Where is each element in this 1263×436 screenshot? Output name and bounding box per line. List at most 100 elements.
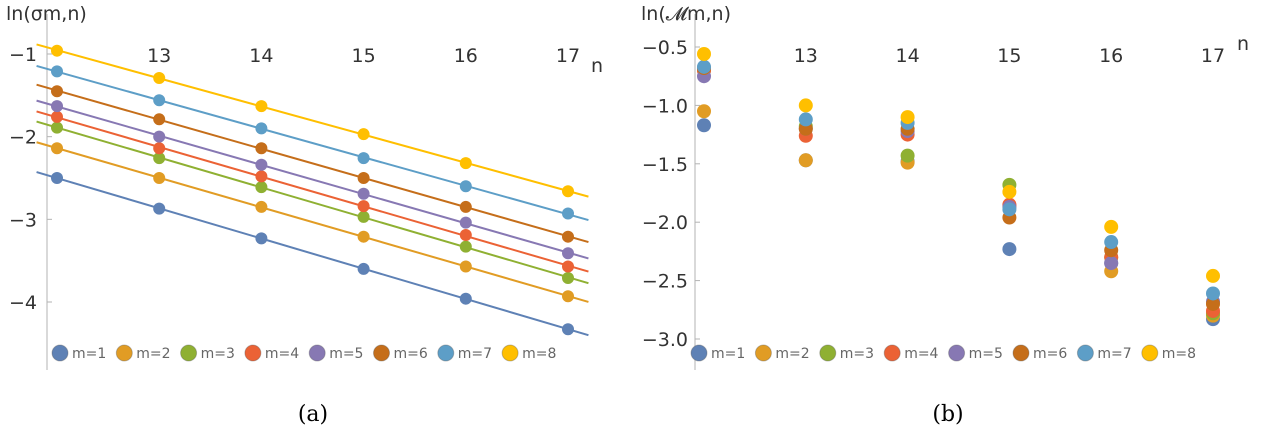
data-point: [798, 112, 813, 127]
data-point: [357, 172, 370, 184]
legend-label: m=1: [72, 346, 106, 362]
y-tick-label: −0.5: [642, 37, 688, 59]
x-axis-label: n: [591, 55, 603, 77]
legend-marker: [115, 344, 133, 362]
data-point: [459, 260, 472, 273]
data-point: [697, 47, 711, 62]
data-point: [1002, 202, 1017, 217]
data-point: [153, 130, 166, 143]
data-point: [1206, 296, 1220, 311]
legend-label: m=2: [775, 346, 809, 362]
data-point: [798, 98, 813, 113]
data-point: [153, 202, 166, 215]
legend-label: m=6: [394, 346, 428, 362]
legend-marker: [501, 344, 519, 362]
data-point: [51, 100, 63, 113]
data-point: [357, 187, 370, 200]
x-tick-label: 15: [997, 45, 1021, 67]
fit-line: [36, 43, 589, 198]
fit-line: [36, 171, 589, 337]
data-point: [255, 142, 268, 155]
data-point: [357, 200, 370, 213]
series-m=6: [36, 83, 589, 244]
x-tick-label: 17: [1201, 45, 1225, 67]
x-axis-label: n: [1237, 33, 1249, 55]
data-point: [459, 200, 472, 213]
data-point: [1104, 256, 1119, 271]
data-point: [562, 185, 574, 198]
data-point: [255, 181, 268, 194]
legend-marker: [819, 344, 837, 362]
legend-marker: [180, 344, 198, 362]
data-point: [51, 121, 63, 134]
data-point: [255, 232, 268, 245]
series-m=4: [697, 63, 1220, 318]
data-point: [562, 230, 574, 243]
y-tick-label: −2.5: [642, 271, 688, 293]
legend-label: m=4: [904, 346, 938, 362]
series-m=5: [36, 99, 589, 260]
data-point: [153, 172, 166, 184]
legend-marker: [308, 344, 326, 362]
data-point: [459, 180, 472, 193]
legend-label: m=1: [711, 346, 745, 362]
x-tick-label: 13: [794, 45, 818, 67]
fit-line: [36, 83, 589, 244]
series-m=1: [36, 171, 589, 337]
data-point: [51, 44, 63, 57]
data-point: [459, 216, 472, 229]
data-point: [357, 262, 370, 275]
data-point: [357, 152, 370, 165]
data-point: [1206, 286, 1220, 301]
x-tick-label: 14: [896, 45, 920, 67]
legend-marker: [51, 344, 69, 362]
x-tick-label: 13: [147, 45, 171, 67]
data-point: [255, 158, 268, 171]
data-point: [459, 240, 472, 253]
y-tick-label: −1.5: [642, 154, 688, 176]
data-point: [153, 94, 166, 107]
data-point: [153, 71, 166, 84]
data-point: [562, 207, 574, 220]
data-point: [153, 113, 166, 126]
data-point: [1104, 219, 1119, 234]
y-tick-label: −2: [9, 127, 37, 149]
legend-label: m=8: [522, 346, 556, 362]
legend-label: m=5: [969, 346, 1003, 362]
x-tick-label: 15: [352, 45, 376, 67]
data-point: [255, 100, 268, 113]
data-point: [562, 247, 574, 260]
legend-marker: [1076, 344, 1094, 362]
x-tick-label: 16: [1099, 45, 1123, 67]
data-point: [459, 292, 472, 305]
data-point: [697, 104, 711, 119]
legend-marker: [244, 344, 262, 362]
data-point: [51, 142, 63, 155]
legend-marker: [1141, 344, 1159, 362]
fit-line: [36, 99, 589, 260]
series-m=2: [36, 141, 589, 303]
data-point: [51, 110, 63, 123]
legend-label: m=6: [1033, 346, 1067, 362]
data-point: [255, 170, 268, 183]
legend-marker: [437, 344, 455, 362]
data-point: [697, 118, 711, 133]
fit-line: [36, 110, 589, 273]
data-point: [153, 152, 166, 165]
fit-line: [36, 120, 589, 285]
legend-label: m=2: [136, 346, 170, 362]
y-tick-label: −2.0: [642, 212, 688, 234]
panel-b-plot: −0.5 −1.0 −1.5 −2.0 −2.5 −3.0 13 14 15 16 17 ln(𝓜m,…: [641, 3, 1249, 370]
series-m=5: [697, 69, 1220, 309]
data-point: [562, 290, 574, 303]
panel-b-caption: (b): [932, 402, 963, 427]
legend-marker: [754, 344, 772, 362]
data-point: [798, 153, 813, 168]
data-point: [562, 323, 574, 336]
y-axis-label: ln(σm,n): [6, 3, 87, 25]
legend-marker: [1012, 344, 1030, 362]
panel-a-caption: (a): [298, 402, 328, 427]
legend-label: m=7: [1097, 346, 1131, 362]
series-m=7: [697, 59, 1220, 301]
